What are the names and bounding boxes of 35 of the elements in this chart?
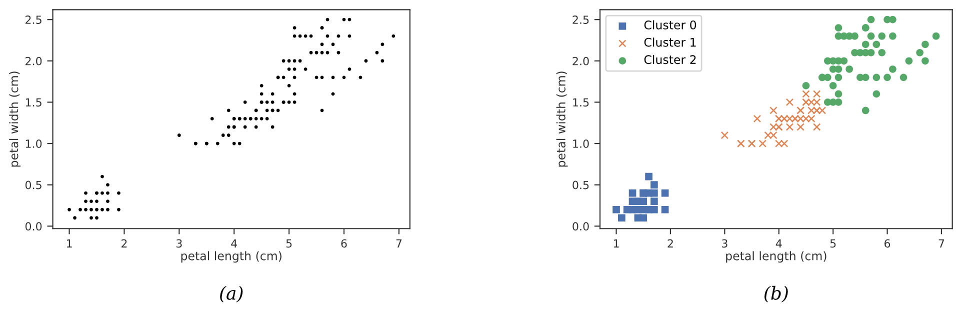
y-tick-label: 2.5 [572, 16, 589, 24]
text: (a) [220, 286, 243, 302]
legend-label: Cluster 1 [644, 38, 696, 47]
x-tick-label: 1 [66, 239, 72, 248]
x-tick-label: 6 [884, 239, 890, 248]
x-tick-label: 4 [776, 239, 782, 248]
text: (b) [764, 286, 788, 302]
y-tick-label: 0.5 [572, 180, 589, 190]
y-tick-label: 0.0 [25, 222, 42, 231]
y-tick-label: 1.5 [573, 98, 589, 107]
x-tick-label: 2 [668, 239, 673, 248]
y-axis-title: petal width (cm) [556, 72, 568, 167]
x-tick-label: 4 [231, 239, 238, 248]
y-tick-label: 0.0 [572, 222, 589, 231]
y-tick-label: 1.0 [573, 139, 589, 148]
y-tick-label: 2.0 [26, 56, 42, 66]
x-tick-label: 5 [830, 239, 836, 248]
x-tick-label: 1 [614, 239, 619, 248]
x-tick-label: 7 [938, 239, 944, 248]
y-tick-label: 2.0 [572, 56, 589, 66]
x-axis-title: petal length (cm) [181, 251, 282, 263]
y-axis-title: petal width (cm) [9, 72, 21, 167]
x-axis-title: petal length (cm) [726, 251, 826, 263]
legend-label: Cluster 2 [644, 54, 696, 64]
y-tick-label: 1.0 [26, 139, 42, 148]
y-tick-label: 1.5 [26, 98, 42, 107]
legend-label: Cluster 0 [644, 20, 696, 30]
x-tick-label: 6 [341, 239, 347, 248]
x-tick-label: 7 [396, 239, 402, 248]
y-tick-label: 2.5 [26, 16, 42, 24]
x-tick-label: 3 [722, 239, 728, 248]
y-tick-label: 0.5 [25, 180, 42, 190]
x-tick-label: 3 [176, 239, 182, 248]
x-tick-label: 5 [286, 239, 292, 248]
x-tick-label: 2 [122, 239, 127, 248]
